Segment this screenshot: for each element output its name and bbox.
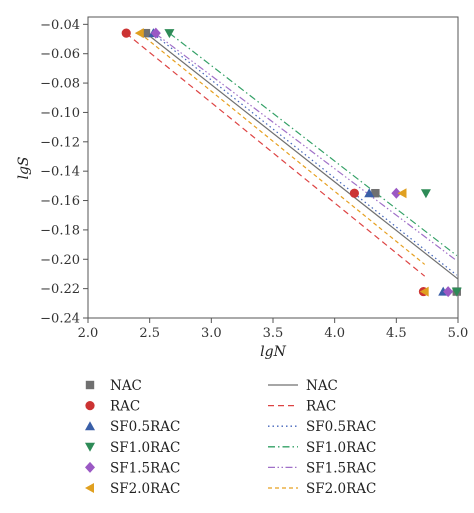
y-tick-label: −0.22 xyxy=(40,282,80,297)
point-sf15rac xyxy=(150,27,161,39)
point-rac xyxy=(121,28,131,38)
point-sf10rac xyxy=(451,287,462,297)
legend-label: RAC xyxy=(306,399,336,415)
legend-marker-rac xyxy=(85,401,95,411)
fit-line-sf10rac xyxy=(169,32,458,257)
point-sf10rac xyxy=(164,29,175,39)
plot-area: 2.0 2.5 3.0 3.5 4.0 4.5 5.0 −0.04−0.06−0.08−0.… xyxy=(40,16,469,341)
legend-label: SF2.0RAC xyxy=(306,481,376,497)
legend-marker-sf10rac xyxy=(85,442,95,452)
x-tick-label: 2.5 xyxy=(139,326,160,341)
point-sf20rac xyxy=(397,188,407,199)
x-axis-label: lgN xyxy=(260,344,286,360)
point-rac xyxy=(349,188,359,198)
legend-label: NAC xyxy=(110,378,142,394)
plot-frame xyxy=(87,16,459,319)
point-sf20rac xyxy=(134,28,144,39)
legend-marker-sf15rac xyxy=(85,461,95,473)
y-tick-label: −0.16 xyxy=(40,194,80,209)
y-tick-label: −0.14 xyxy=(40,165,80,180)
legend-marker-sf20rac xyxy=(85,483,94,493)
y-tick-label: −0.12 xyxy=(40,135,80,150)
legend-label: NAC xyxy=(306,378,338,394)
legend-label: SF0.5RAC xyxy=(306,419,376,435)
point-sf10rac xyxy=(420,189,431,199)
fit-line-sf20rac xyxy=(139,32,426,265)
y-tick-label: −0.18 xyxy=(40,223,80,238)
y-tick-label: −0.24 xyxy=(40,312,80,327)
legend-marker-sf05rac xyxy=(85,421,95,431)
x-axis-ticks: 2.0 2.5 3.0 3.5 4.0 4.5 5.0 xyxy=(78,318,469,341)
x-axis-label-text: lgN xyxy=(260,344,286,360)
point-sf15rac xyxy=(443,286,454,298)
legend: NAC RAC SF0.5RAC SF1.0RAC SF1.5RAC SF2.0RAC NA… xyxy=(85,378,376,497)
y-tick-label: −0.10 xyxy=(40,106,80,121)
point-nac xyxy=(371,188,380,198)
y-axis-label: lgS xyxy=(16,156,32,179)
point-nac xyxy=(141,28,151,38)
x-tick-label: 5.0 xyxy=(448,326,469,341)
legend-label: SF1.0RAC xyxy=(306,440,376,456)
x-tick-label: 4.5 xyxy=(386,326,407,341)
y-tick-label: −0.20 xyxy=(40,253,80,268)
y-axis-ticks: −0.04 −0.06 −0.08 −0.10 −0.12 −0.14 −0.16 −0.18… xyxy=(40,18,88,327)
x-tick-label: 3.5 xyxy=(263,326,284,341)
data-markers xyxy=(121,27,462,298)
point-sf20rac xyxy=(419,286,429,297)
legend-label: SF0.5RAC xyxy=(110,419,180,435)
legend-label: SF1.0RAC xyxy=(110,440,180,456)
x-tick-label: 4.0 xyxy=(324,326,345,341)
point-sf05rac xyxy=(364,188,375,198)
legend-label: SF1.5RAC xyxy=(306,460,376,476)
legend-label: SF2.0RAC xyxy=(110,481,180,497)
x-tick-label: 2.0 xyxy=(78,326,99,341)
legend-label: SF1.5RAC xyxy=(110,460,180,476)
y-tick-label: −0.04 xyxy=(40,18,80,33)
fit-lines xyxy=(125,32,459,280)
x-tick-label: 3.0 xyxy=(201,326,222,341)
fit-line-nac xyxy=(145,32,459,280)
fit-line-sf05rac xyxy=(152,33,458,276)
fit-line-rac xyxy=(125,32,426,277)
fit-line-sf15rac xyxy=(155,33,458,262)
y-tick-label: −0.06 xyxy=(40,47,80,62)
legend-marker-nac xyxy=(85,380,95,390)
y-axis-label-text: lgS xyxy=(16,156,32,179)
point-sf15rac xyxy=(391,187,402,199)
legend-label: RAC xyxy=(110,399,140,415)
y-tick-label: −0.08 xyxy=(40,77,80,92)
